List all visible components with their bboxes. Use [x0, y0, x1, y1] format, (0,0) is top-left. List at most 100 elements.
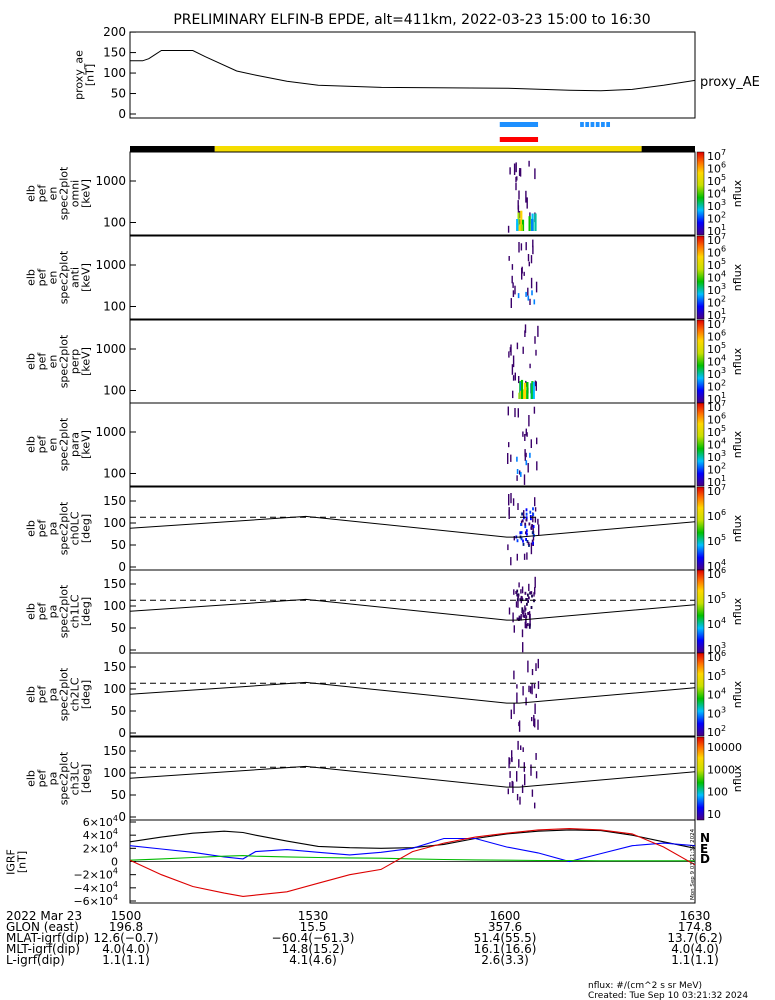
panel-y-label-line: pa	[47, 522, 60, 536]
spectrogram-streak	[522, 686, 524, 696]
spectrogram-streak	[526, 432, 528, 437]
colorbar-tick-label: 104	[707, 687, 726, 702]
ae-y-tick-label: 50	[111, 87, 126, 101]
panel-y-label-line: pef	[36, 519, 49, 538]
spectrogram-streak	[534, 703, 536, 714]
spectrogram-streak	[524, 449, 526, 457]
colorbar	[696, 402, 705, 487]
spectrogram-cell	[523, 382, 527, 399]
spectrogram-streak	[514, 372, 516, 381]
footer-cell: 1.1(1.1)	[102, 953, 150, 967]
spectrogram-streak	[519, 168, 522, 177]
spectrogram-streak	[516, 553, 518, 561]
spectrogram-cell	[526, 532, 528, 536]
spectrogram-streak	[515, 176, 517, 183]
spectrogram-streak	[528, 415, 530, 427]
spectrogram-streak	[529, 686, 532, 694]
spectrogram-streak	[507, 788, 509, 795]
spectrogram-streak	[524, 324, 527, 333]
spectrogram-streak	[518, 720, 521, 732]
spectrogram-streak	[513, 670, 515, 680]
spectrogram-streak	[533, 592, 535, 597]
y-tick-label: 1000	[95, 425, 126, 439]
colorbar-unit-text: nflux	[731, 263, 744, 291]
spectrogram-cell	[521, 512, 523, 516]
spectrogram-cell	[527, 623, 529, 627]
spectrogram-streak	[513, 536, 515, 541]
spectrogram-streak	[512, 375, 515, 381]
ae-y-tick-label: 0	[118, 107, 126, 121]
spectrogram-streak	[521, 784, 524, 793]
igrf-y-label: IGRF[nT]	[5, 849, 29, 875]
spectrogram-cell	[532, 512, 535, 516]
panel-y-label-line: ch2LC	[69, 677, 82, 711]
footer-cell: 174.8	[678, 920, 712, 934]
footer-cell: 13.7(6.2)	[667, 931, 722, 945]
spectrogram-cell	[516, 469, 519, 474]
spectrogram-cell	[521, 219, 525, 231]
spectrogram-streak	[533, 684, 536, 689]
spectrogram-cell	[524, 613, 527, 616]
footer-row-label: MLT-igrf(dip)	[6, 942, 80, 956]
colorbar	[696, 235, 705, 320]
spectrogram-cell	[518, 617, 521, 621]
spectrogram-streak	[514, 285, 516, 295]
spectrogram-cell	[525, 529, 528, 533]
spectrogram-streak	[534, 576, 536, 588]
y-tick-label: 0	[118, 560, 126, 574]
panel-y-label-line: spec2plot	[58, 166, 71, 220]
spectrogram-cell	[516, 589, 519, 593]
spectrogram-streak	[537, 518, 539, 525]
y-tick-label: 100	[103, 766, 126, 780]
spectrogram-cell	[530, 591, 533, 595]
spectrogram-cell	[534, 213, 537, 231]
spectrogram-streak	[516, 692, 518, 704]
spectrogram-cell	[516, 223, 519, 231]
spectrogram-cell	[528, 522, 531, 526]
y-tick-label: 100	[103, 216, 126, 230]
spectrogram-streak	[533, 714, 535, 727]
marker-blue-bar	[499, 122, 539, 127]
igrf-y-tick-label: −4×104	[73, 880, 118, 895]
spectrogram-cell	[521, 519, 524, 523]
spectrogram-streak	[509, 782, 511, 788]
loss-cone-line	[129, 765, 696, 788]
igrf-series	[129, 828, 696, 897]
spectrogram-streak	[531, 717, 533, 722]
spectrogram-streak	[534, 587, 536, 595]
panel-y-label-line: ch0LC	[69, 511, 82, 545]
spectrogram-cell	[522, 611, 524, 615]
spectrogram-streak	[508, 607, 511, 615]
spectrogram-streak	[520, 614, 522, 621]
spectrogram-streak	[515, 162, 517, 173]
panel-y-label-line: para	[69, 432, 82, 457]
footer-cell: 14.8(15.2)	[282, 942, 345, 956]
spectrogram-streak	[516, 176, 518, 181]
y-tick-label: 1000	[95, 258, 126, 272]
y-tick-label: 100	[103, 682, 126, 696]
spectrogram-streak	[526, 197, 528, 209]
panel-y-label-line: pef	[36, 352, 49, 371]
spectrogram-cell	[520, 210, 523, 231]
y-tick-label: 100	[103, 516, 126, 530]
footer-cell: 16.1(16.6)	[474, 942, 537, 956]
spectrogram-streak	[517, 596, 519, 608]
colorbar-tick-label: 107	[707, 483, 726, 498]
spectrogram-cell	[524, 522, 527, 526]
spectrogram-cell	[517, 293, 520, 299]
panel-y-label-line: elb	[25, 520, 38, 537]
spectrogram-streak	[516, 475, 518, 481]
spectrogram-streak	[515, 601, 518, 608]
loss-cone-line	[129, 515, 696, 538]
colorbar-unit-text: nflux	[731, 597, 744, 625]
colorbar-unit-label: nflux	[731, 179, 744, 207]
colorbar	[696, 736, 705, 821]
ae-y-label-line: [nT]	[84, 64, 97, 86]
igrf-y-tick-label: −6×104	[73, 893, 118, 908]
footer-cell: 1500	[111, 909, 142, 923]
spectrogram-streak	[534, 802, 536, 809]
panel-y-label-line: [deg]	[80, 597, 93, 626]
